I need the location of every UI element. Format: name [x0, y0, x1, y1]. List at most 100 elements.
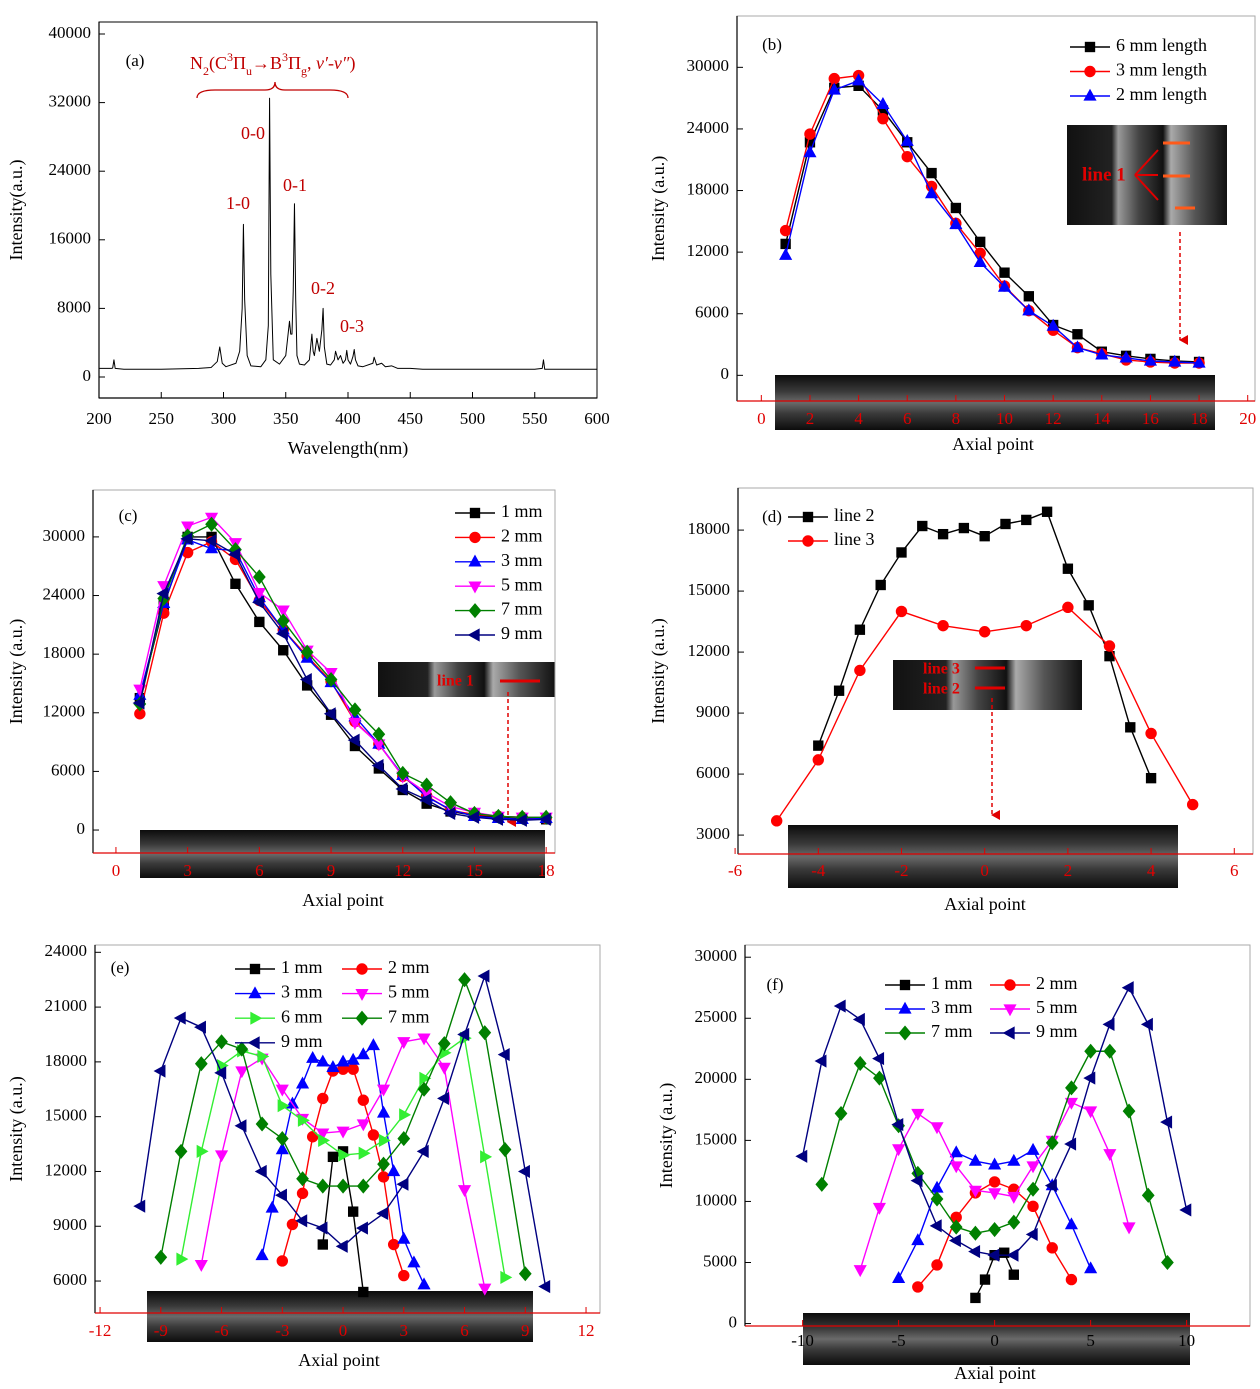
x-tick-label: 0 [339, 1321, 348, 1340]
x-tick-label: -9 [154, 1321, 168, 1340]
panel: 3000 6000 9000 12000 15000 18000 -6 -4 -2 0 2 4 6 Axi… [648, 487, 1254, 914]
marker [1072, 329, 1083, 340]
legend-marker [898, 1025, 912, 1041]
legend-label: 1 mm [281, 957, 323, 977]
marker [478, 1283, 492, 1296]
peak-label: 1-0 [226, 193, 250, 213]
legend-marker [898, 1001, 912, 1014]
marker [912, 1281, 924, 1293]
legend-label: 9 mm [501, 623, 543, 643]
marker [407, 1255, 421, 1268]
inset-label: line 1 [1082, 164, 1126, 185]
x-tick-label: 12 [394, 861, 411, 880]
marker [326, 1060, 340, 1073]
marker [252, 569, 266, 585]
marker [257, 1049, 270, 1063]
marker [156, 587, 169, 601]
x-axis-label: Axial point [944, 894, 1026, 914]
marker [803, 145, 817, 158]
annotation-part: 3 [282, 50, 288, 64]
data-line [99, 97, 597, 370]
x-tick-label: 4 [1147, 861, 1156, 880]
marker [1064, 1217, 1078, 1230]
inset-arrow [1134, 149, 1159, 176]
annotation-part: →B [252, 53, 282, 73]
y-tick-label: 12000 [43, 702, 86, 721]
y-tick-label: 30000 [695, 946, 738, 965]
marker [1026, 1142, 1040, 1155]
legend-marker [469, 531, 481, 544]
x-tick-label: 20 [1239, 409, 1256, 428]
marker [895, 605, 908, 618]
marker [296, 1187, 309, 1200]
x-tick-label: 0 [990, 1331, 999, 1350]
legend-marker [468, 554, 482, 567]
marker [377, 1156, 390, 1172]
marker [1103, 640, 1116, 652]
marker [316, 1128, 330, 1141]
y-tick-label: 9000 [53, 1215, 87, 1234]
marker [458, 972, 471, 988]
marker [348, 717, 362, 730]
x-axis-label: Axial point [954, 1363, 1036, 1383]
y-tick-label: 15000 [688, 580, 731, 599]
annotation-part: , [307, 53, 316, 73]
marker [315, 1221, 328, 1235]
legend-label: 1 mm [931, 973, 973, 993]
legend-label: 3 mm [281, 982, 323, 1002]
marker [278, 645, 289, 656]
marker [948, 1233, 961, 1248]
x-tick-label: 2 [1064, 861, 1073, 880]
inset-label: line 3 [923, 661, 960, 678]
marker [265, 1200, 279, 1213]
marker [318, 1133, 331, 1147]
marker [1143, 353, 1157, 366]
marker [196, 1144, 209, 1158]
marker [1179, 1203, 1192, 1217]
annotation-part: Π [288, 53, 301, 73]
y-tick-label: 6000 [51, 760, 85, 779]
marker [958, 522, 970, 534]
marker [295, 1214, 308, 1228]
y-tick-label: 6000 [53, 1270, 87, 1289]
panel: 0 8000 16000 24000 32000 40000 200 250 300 350 400… [6, 21, 610, 459]
marker [133, 1199, 146, 1213]
marker [924, 186, 939, 199]
marker [999, 1247, 1010, 1258]
marker [997, 279, 1012, 292]
legend-label: 3 mm length [1116, 60, 1207, 80]
x-tick-label: 4 [854, 409, 863, 428]
x-tick-label: 6 [903, 409, 912, 428]
marker [323, 707, 336, 721]
marker [306, 1050, 320, 1063]
marker [979, 531, 990, 542]
marker [1022, 303, 1036, 316]
photo-strip [147, 1291, 533, 1342]
marker [173, 1011, 186, 1025]
marker [396, 1177, 409, 1191]
marker [1064, 1097, 1078, 1110]
y-tick-label: 18000 [45, 1051, 88, 1070]
y-tick-label: 18000 [687, 179, 730, 198]
legend-marker [249, 963, 261, 975]
marker [367, 1129, 380, 1141]
marker [804, 128, 816, 140]
marker [417, 1277, 431, 1290]
marker [1046, 318, 1060, 331]
marker [1006, 1248, 1019, 1262]
marker [235, 1066, 249, 1079]
marker [338, 1148, 351, 1162]
y-tick-label: 24000 [49, 160, 92, 179]
marker [395, 782, 408, 796]
marker [538, 1279, 551, 1294]
marker [1064, 1137, 1077, 1151]
legend-marker [250, 1011, 263, 1025]
x-tick-label: 0 [112, 861, 121, 880]
marker [1192, 355, 1206, 368]
marker [437, 1036, 451, 1052]
marker [1084, 1043, 1098, 1059]
brace [196, 81, 349, 99]
legend-marker [802, 511, 814, 523]
x-tick-label: 3 [400, 1321, 409, 1340]
marker [356, 1047, 370, 1060]
